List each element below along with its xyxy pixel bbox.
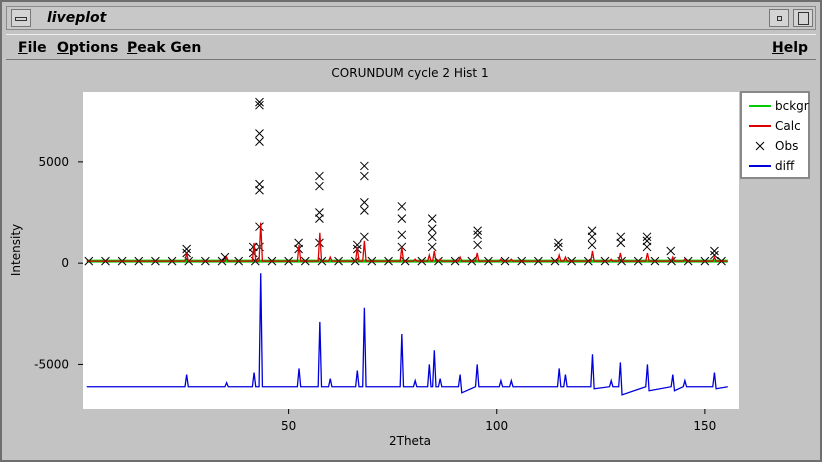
title-bar: liveplot — [6, 6, 816, 30]
chart-title: CORUNDUM cycle 2 Hist 1 — [331, 66, 488, 80]
obs-marker — [360, 171, 369, 181]
minimize-button[interactable] — [769, 9, 789, 27]
obs-marker — [255, 179, 264, 189]
obs-marker — [352, 240, 362, 250]
y-tick-label: -5000 — [34, 357, 69, 371]
y-axis-label: Intensity — [9, 224, 23, 276]
obs-marker — [642, 242, 652, 252]
obs-marker — [616, 232, 626, 242]
obs-marker — [427, 224, 437, 234]
obs-marker — [255, 100, 264, 110]
obs-marker — [473, 226, 482, 236]
obs-marker — [360, 198, 369, 207]
menu-item[interactable]: Options — [57, 40, 119, 56]
obs-marker — [587, 226, 597, 236]
obs-marker — [397, 214, 407, 223]
obs-marker — [360, 206, 369, 215]
obs-marker — [360, 161, 369, 171]
obs-marker — [616, 238, 626, 248]
obs-marker — [553, 242, 563, 252]
obs-marker — [587, 240, 597, 250]
legend-label: Calc — [775, 119, 801, 133]
window-menu-button[interactable] — [11, 9, 31, 27]
obs-marker — [710, 250, 719, 260]
menu-bar: File Options Peak Gen Help — [6, 34, 816, 60]
obs-marker — [315, 181, 324, 191]
maximize-button[interactable] — [793, 9, 813, 27]
obs-marker — [553, 238, 563, 248]
x-tick-label: 150 — [693, 419, 716, 433]
menu-item[interactable]: Peak Gen — [127, 40, 202, 56]
obs-marker — [473, 240, 482, 250]
x-tick-label: 50 — [281, 419, 296, 433]
obs-marker — [427, 214, 437, 223]
x-tick-label: 100 — [485, 419, 508, 433]
obs-marker — [255, 185, 264, 195]
x-axis-label: 2Theta — [389, 434, 431, 448]
obs-marker — [255, 97, 264, 107]
window-title: liveplot — [47, 10, 107, 26]
obs-marker — [427, 232, 437, 242]
obs-marker — [315, 208, 324, 217]
obs-marker — [427, 242, 437, 252]
obs-marker — [642, 236, 652, 246]
menu-item[interactable]: File — [18, 40, 47, 56]
obs-marker — [255, 137, 264, 146]
obs-marker — [710, 246, 719, 256]
series-line — [86, 273, 728, 396]
series-line — [86, 222, 728, 262]
menu-item[interactable]: Help — [772, 40, 809, 56]
legend-marker — [755, 141, 765, 151]
legend-label: diff — [775, 159, 795, 173]
obs-marker — [255, 222, 264, 232]
obs-marker — [666, 246, 676, 256]
obs-marker — [360, 232, 369, 242]
obs-marker — [315, 171, 324, 181]
obs-marker — [587, 232, 597, 242]
obs-marker — [397, 230, 407, 240]
obs-marker — [182, 244, 191, 254]
obs-marker — [397, 202, 407, 211]
obs-marker — [642, 232, 652, 242]
obs-marker — [315, 214, 324, 223]
obs-marker — [294, 238, 303, 248]
legend-label: Obs — [775, 139, 798, 153]
legend-label: bckgr — [775, 99, 809, 113]
obs-marker — [473, 230, 482, 240]
obs-marker — [255, 129, 264, 138]
y-tick-label: 0 — [61, 256, 69, 270]
plot-area — [83, 92, 739, 409]
y-tick-label: 5000 — [38, 155, 69, 169]
